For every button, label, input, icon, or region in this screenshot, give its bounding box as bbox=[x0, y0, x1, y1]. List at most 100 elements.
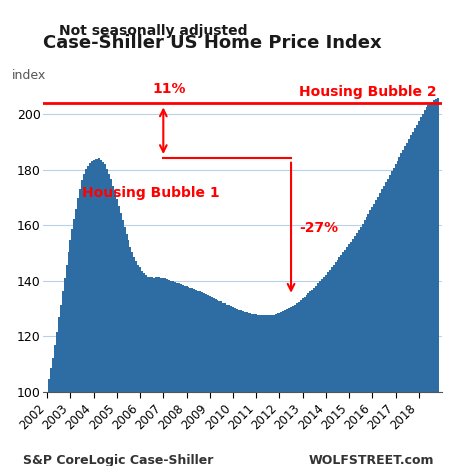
Bar bbox=[176, 283, 178, 466]
Bar bbox=[153, 278, 154, 466]
Bar bbox=[314, 288, 315, 466]
Bar bbox=[73, 219, 75, 466]
Text: -27%: -27% bbox=[299, 221, 338, 235]
Bar bbox=[282, 311, 284, 466]
Bar bbox=[250, 314, 251, 466]
Bar bbox=[410, 135, 412, 466]
Bar bbox=[399, 157, 400, 466]
Bar bbox=[323, 277, 325, 466]
Bar bbox=[329, 269, 331, 466]
Bar bbox=[170, 281, 172, 466]
Bar bbox=[400, 153, 402, 466]
Bar bbox=[302, 298, 303, 466]
Bar bbox=[402, 150, 404, 466]
Bar bbox=[143, 273, 145, 466]
Bar bbox=[147, 276, 149, 466]
Bar bbox=[203, 293, 205, 466]
Bar bbox=[223, 302, 224, 466]
Bar bbox=[62, 291, 64, 466]
Bar bbox=[129, 247, 132, 466]
Bar bbox=[199, 292, 201, 466]
Bar bbox=[128, 240, 129, 466]
Bar bbox=[412, 132, 414, 466]
Bar bbox=[306, 295, 308, 466]
Bar bbox=[83, 174, 85, 466]
Bar bbox=[248, 313, 250, 466]
Bar bbox=[178, 283, 180, 466]
Bar bbox=[195, 290, 197, 466]
Bar bbox=[91, 161, 93, 466]
Bar bbox=[60, 305, 62, 466]
Bar bbox=[387, 178, 389, 466]
Bar bbox=[166, 279, 168, 466]
Bar bbox=[89, 163, 91, 466]
Bar bbox=[311, 289, 314, 466]
Bar bbox=[366, 217, 367, 466]
Bar bbox=[273, 315, 275, 466]
Bar bbox=[290, 307, 292, 466]
Bar bbox=[162, 278, 164, 466]
Bar bbox=[244, 312, 245, 466]
Bar bbox=[267, 315, 269, 466]
Bar bbox=[66, 265, 68, 466]
Bar bbox=[271, 315, 273, 466]
Bar bbox=[77, 198, 79, 466]
Bar bbox=[372, 207, 373, 466]
Bar bbox=[215, 299, 217, 466]
Bar bbox=[263, 315, 265, 466]
Bar bbox=[296, 303, 298, 466]
Bar bbox=[139, 267, 141, 466]
Bar bbox=[397, 161, 399, 466]
Bar bbox=[245, 312, 248, 466]
Bar bbox=[303, 297, 306, 466]
Bar bbox=[348, 244, 350, 466]
Bar bbox=[309, 292, 311, 466]
Bar bbox=[133, 257, 135, 466]
Bar bbox=[336, 260, 339, 466]
Bar bbox=[164, 279, 166, 466]
Text: Housing Bubble 2: Housing Bubble 2 bbox=[298, 85, 436, 99]
Bar bbox=[145, 275, 147, 466]
Bar bbox=[46, 391, 48, 466]
Bar bbox=[317, 283, 319, 466]
Bar bbox=[259, 315, 261, 466]
Bar bbox=[220, 302, 223, 466]
Bar bbox=[112, 186, 114, 466]
Bar bbox=[325, 274, 327, 466]
Bar bbox=[209, 296, 211, 466]
Bar bbox=[96, 158, 99, 466]
Bar bbox=[102, 162, 104, 466]
Text: index: index bbox=[11, 69, 46, 82]
Bar bbox=[232, 307, 234, 466]
Bar bbox=[234, 308, 236, 466]
Bar bbox=[340, 254, 342, 466]
Bar bbox=[114, 192, 116, 466]
Bar bbox=[335, 262, 336, 466]
Bar bbox=[344, 250, 346, 466]
Bar bbox=[99, 158, 101, 466]
Bar bbox=[69, 240, 71, 466]
Bar bbox=[281, 312, 282, 466]
Bar bbox=[120, 212, 122, 466]
Bar bbox=[394, 164, 397, 466]
Bar bbox=[106, 169, 108, 466]
Bar bbox=[191, 288, 193, 466]
Bar bbox=[81, 180, 83, 466]
Bar bbox=[437, 97, 439, 466]
Bar bbox=[414, 128, 416, 466]
Bar bbox=[269, 315, 271, 466]
Bar bbox=[255, 314, 257, 466]
Text: S&P CoreLogic Case-Shiller: S&P CoreLogic Case-Shiller bbox=[23, 454, 213, 466]
Bar bbox=[253, 314, 255, 466]
Bar bbox=[184, 286, 186, 466]
Bar bbox=[168, 280, 170, 466]
Bar bbox=[187, 287, 190, 466]
Bar bbox=[404, 146, 406, 466]
Bar bbox=[71, 229, 73, 466]
Bar bbox=[186, 286, 187, 466]
Bar bbox=[58, 317, 60, 466]
Bar bbox=[369, 211, 372, 466]
Bar bbox=[435, 99, 437, 466]
Bar bbox=[230, 306, 232, 466]
Bar bbox=[211, 297, 213, 466]
